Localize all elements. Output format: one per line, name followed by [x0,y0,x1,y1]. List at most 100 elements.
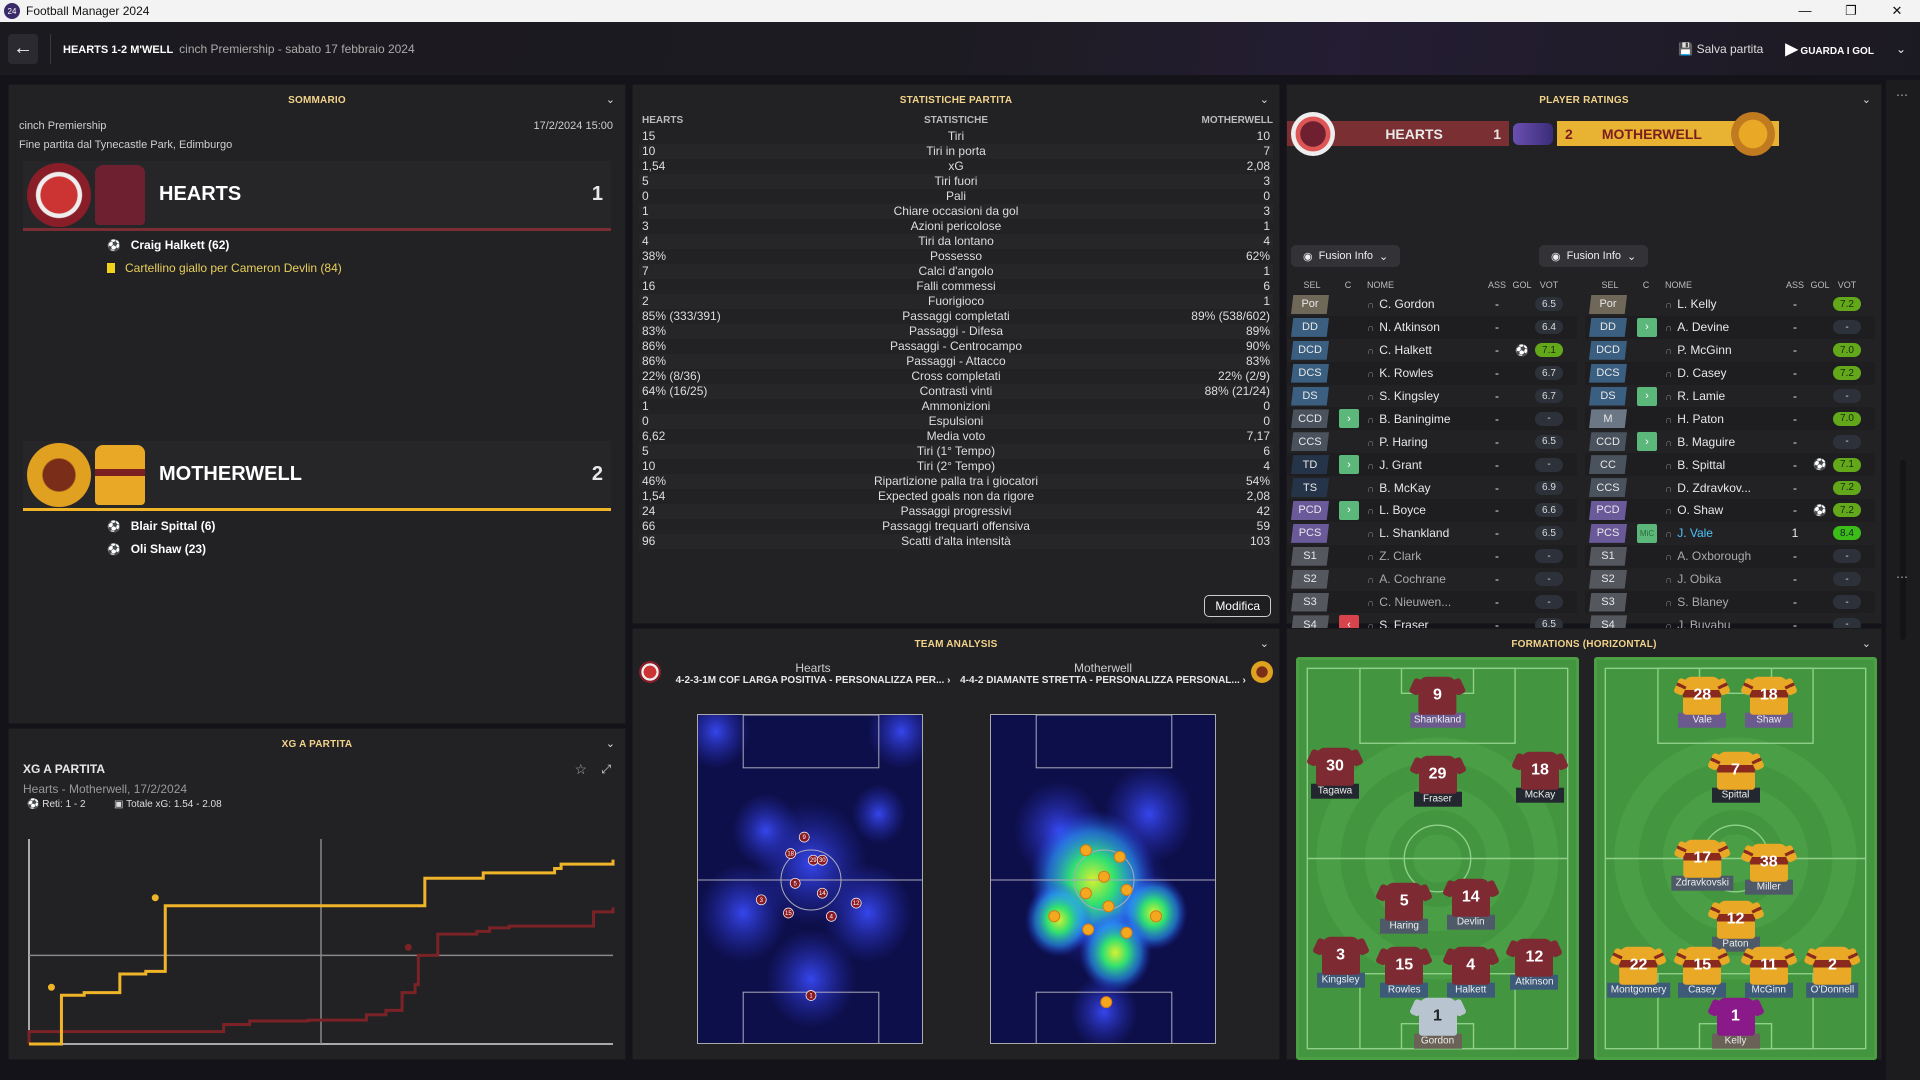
player-name[interactable]: J. Grant [1367,458,1485,472]
back-button[interactable]: ← [8,33,38,64]
player-name[interactable]: O. Shaw [1665,503,1783,517]
player-row[interactable]: DD N. Atkinson- 6.4 [1287,315,1577,339]
player-row[interactable]: CCD›B. Maguire-- [1585,430,1875,453]
player-name[interactable]: H. Paton [1665,412,1783,426]
col-ass[interactable]: ASS [1487,280,1506,290]
save-match-button[interactable]: 💾 Salva partita [1678,42,1763,56]
player-name[interactable]: D. Zdravkov... [1665,481,1783,495]
player-name[interactable]: L. Kelly [1665,297,1783,311]
player-row[interactable]: Por C. Gordon- 6.5 [1287,293,1577,316]
player-name[interactable]: N. Atkinson [1367,320,1485,334]
player-name[interactable]: P. McGinn [1665,343,1783,357]
formation-player[interactable]: 11 McGinn [1744,946,1793,998]
formation-player[interactable]: 29 Fraser [1413,755,1462,807]
player-row[interactable]: CCS P. Haring- 6.5 [1287,430,1577,453]
player-row[interactable]: S1Z. Clark-- [1287,544,1577,568]
formation-player[interactable]: 15 Rowles [1380,946,1429,998]
formation-player[interactable]: 12 Atkinson [1510,938,1559,990]
col-name[interactable]: NOME [1665,280,1692,290]
player-name[interactable]: L. Shankland [1367,526,1485,540]
home-view-dropdown[interactable]: ◉ Fusion Info ⌄ [1291,245,1401,267]
player-row[interactable]: Por L. Kelly- 7.2 [1585,293,1875,316]
formation-player[interactable]: 12 Paton [1711,900,1760,952]
player-row[interactable]: PCS L. Shankland- 6.5 [1287,522,1577,545]
player-name[interactable]: Z. Clark [1367,549,1485,563]
player-name[interactable]: J. Vale [1665,526,1783,540]
player-name[interactable]: B. McKay [1367,481,1485,495]
player-name[interactable]: K. Rowles [1367,366,1485,380]
close-icon[interactable]: ✕ [1891,3,1903,18]
formation-player[interactable]: 18 McKay [1515,751,1564,803]
minimize-icon[interactable]: — [1798,3,1812,18]
chevron-down-icon[interactable]: ⌄ [1259,94,1269,106]
player-row[interactable]: DD›A. Devine-- [1585,315,1875,339]
player-row[interactable]: DCD P. McGinn- 7.0 [1585,339,1875,362]
scrollbar[interactable] [1900,460,1906,640]
col-vot[interactable]: VOT [1837,280,1857,290]
formation-player[interactable]: 15 Casey [1678,946,1727,998]
player-row[interactable]: CC B. Spittal- ⚽ 7.1 [1585,453,1875,477]
formation-player[interactable]: 22 Montgomery [1606,946,1671,998]
player-name[interactable]: S. Blaney [1665,595,1783,609]
player-name[interactable]: C. Halkett [1367,343,1485,357]
player-name[interactable]: C. Gordon [1367,297,1485,311]
player-name[interactable]: A. Oxborough [1665,549,1783,563]
col-gol[interactable]: GOL [1512,280,1532,290]
chevron-down-icon[interactable]: ⌄ [1259,638,1269,650]
edit-button[interactable]: Modifica [1204,595,1271,617]
more-icon[interactable]: ⋯ [1896,88,1908,102]
player-row[interactable]: S2A. Cochrane-- [1287,568,1577,591]
player-name[interactable]: S. Kingsley [1367,389,1485,403]
chevron-down-icon[interactable]: ⌄ [605,738,615,750]
player-row[interactable]: TD›J. Grant-- [1287,453,1577,477]
player-row[interactable]: M H. Paton- 7.0 [1585,407,1875,431]
player-name[interactable]: L. Boyce [1367,503,1485,517]
formation-player[interactable]: 9 Shankland [1409,676,1466,728]
formation-player[interactable]: 38 Miller [1744,843,1793,895]
player-name[interactable]: A. Devine [1665,320,1783,334]
player-row[interactable]: S2J. Obika-- [1585,568,1875,591]
home-tactic-link[interactable]: 4-2-3-1M COF LARGA POSITIVA - PERSONALIZ… [663,675,963,686]
player-row[interactable]: CCD›B. Baningime-- [1287,407,1577,431]
formation-player[interactable]: 7 Spittal [1711,751,1760,803]
formation-player[interactable]: 1 Gordon [1413,998,1462,1050]
col-gol[interactable]: GOL [1810,280,1830,290]
player-name[interactable]: A. Cochrane [1367,572,1485,586]
formation-player[interactable]: 5 Haring [1380,882,1429,934]
formation-player[interactable]: 18 Shaw [1744,676,1793,728]
col-c[interactable]: C [1344,280,1352,290]
player-row[interactable]: TS B. McKay- 6.9 [1287,476,1577,499]
col-ass[interactable]: ASS [1785,280,1804,290]
formation-player[interactable]: 2 O'Donnell [1806,946,1859,998]
more-icon[interactable]: ⋯ [1896,570,1908,584]
player-row[interactable]: DCD C. Halkett- ⚽ 7.1 [1287,339,1577,362]
chevron-down-icon[interactable]: ⌄ [1861,638,1871,650]
formation-player[interactable]: 1 Kelly [1711,998,1760,1050]
player-row[interactable]: PCS MiC J. Vale 1 8.4 [1585,522,1875,545]
formation-player[interactable]: 28 Vale [1678,676,1727,728]
chevron-down-icon[interactable]: ⌄ [1861,94,1871,106]
formation-player[interactable]: 30 Tagawa [1311,747,1359,799]
player-row[interactable]: S1A. Oxborough-- [1585,544,1875,568]
player-name[interactable]: D. Casey [1665,366,1783,380]
player-row[interactable]: PCD › L. Boyce- 6.6 [1287,499,1577,522]
player-name[interactable]: B. Maguire [1665,435,1783,449]
player-row[interactable]: DS S. Kingsley- 6.7 [1287,385,1577,408]
formation-player[interactable]: 4 Halkett [1446,946,1495,998]
player-name[interactable]: B. Baningime [1367,412,1485,426]
away-view-dropdown[interactable]: ◉ Fusion Info ⌄ [1539,245,1649,267]
col-vot[interactable]: VOT [1539,280,1559,290]
col-name[interactable]: NOME [1367,280,1394,290]
expand-icon[interactable]: ⤢ [601,762,611,776]
player-row[interactable]: CCS D. Zdravkov...- 7.2 [1585,476,1875,499]
player-row[interactable]: S3C. Nieuwen...-- [1287,590,1577,614]
col-sel[interactable]: SEL [1601,280,1619,290]
player-name[interactable]: B. Spittal [1665,458,1783,472]
chevron-down-icon[interactable]: ⌄ [605,94,615,106]
player-name[interactable]: R. Lamie [1665,389,1783,403]
player-name[interactable]: P. Haring [1367,435,1485,449]
formation-player[interactable]: 14 Devlin [1446,878,1495,930]
player-row[interactable]: PCD O. Shaw- ⚽ 7.2 [1585,499,1875,522]
player-row[interactable]: DCS D. Casey- 7.2 [1585,361,1875,385]
formation-player[interactable]: 17 Zdravkovski [1671,839,1733,891]
